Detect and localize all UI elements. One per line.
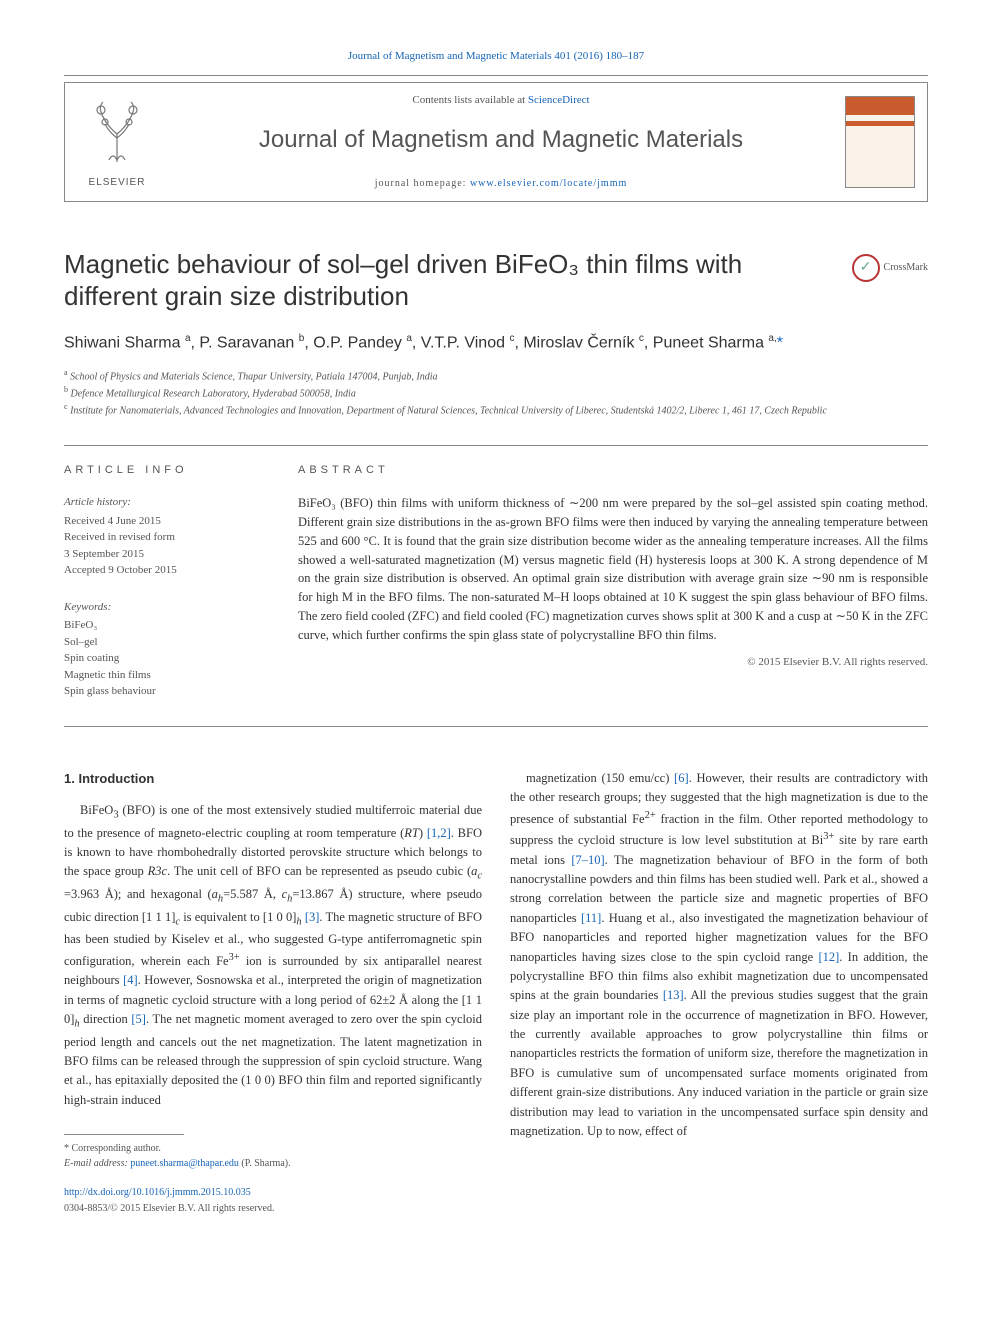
info-divider-top (64, 445, 928, 446)
affiliations: a School of Physics and Materials Scienc… (64, 367, 928, 419)
corr-email-link[interactable]: puneet.sharma@thapar.edu (130, 1158, 239, 1169)
affiliation-a: a School of Physics and Materials Scienc… (64, 367, 928, 384)
section-1-heading: 1. Introduction (64, 769, 482, 789)
abstract-text: BiFeO₃ (BFO) thin films with uniform thi… (298, 494, 928, 644)
affiliation-c: c Institute for Nanomaterials, Advanced … (64, 401, 928, 418)
corresponding-author-note: * Corresponding author. E-mail address: … (64, 1141, 482, 1171)
homepage-prefix: journal homepage: (375, 178, 470, 189)
keyword-3: Spin coating (64, 650, 262, 667)
journal-header: ELSEVIER Contents lists available at Sci… (64, 82, 928, 202)
affiliation-b: b Defence Metallurgical Research Laborat… (64, 384, 928, 401)
history-revised: Received in revised form (64, 529, 262, 546)
journal-cover-thumbnail (845, 96, 915, 188)
article-title: Magnetic behaviour of sol–gel driven BiF… (64, 248, 838, 313)
sciencedirect-link[interactable]: ScienceDirect (528, 94, 590, 106)
journal-homepage: journal homepage: www.elsevier.com/locat… (157, 176, 845, 191)
intro-paragraph-left: BiFeO3 (BFO) is one of the most extensiv… (64, 801, 482, 1110)
corr-author-label: * Corresponding author. (64, 1141, 482, 1156)
intro-paragraph-right: magnetization (150 emu/cc) [6]. However,… (510, 769, 928, 1141)
copyright-line: © 2015 Elsevier B.V. All rights reserved… (298, 654, 928, 671)
body-column-right: magnetization (150 emu/cc) [6]. However,… (510, 769, 928, 1216)
abstract-column: ABSTRACT BiFeO₃ (BFO) thin films with un… (298, 462, 928, 700)
contents-available: Contents lists available at ScienceDirec… (157, 92, 845, 109)
journal-name: Journal of Magnetism and Magnetic Materi… (157, 122, 845, 158)
elsevier-logo-text: ELSEVIER (89, 175, 146, 190)
homepage-link[interactable]: www.elsevier.com/locate/jmmm (470, 178, 627, 189)
footnote-rule (64, 1134, 184, 1135)
authors-line: Shiwani Sharma a, P. Saravanan b, O.P. P… (64, 331, 928, 355)
history-revised-date: 3 September 2015 (64, 546, 262, 563)
keyword-2: Sol–gel (64, 634, 262, 651)
doi-link[interactable]: http://dx.doi.org/10.1016/j.jmmm.2015.10… (64, 1187, 251, 1198)
article-info-column: ARTICLE INFO Article history: Received 4… (64, 462, 262, 700)
journal-reference: Journal of Magnetism and Magnetic Materi… (64, 48, 928, 65)
keyword-4: Magnetic thin films (64, 667, 262, 684)
email-label: E-mail address: (64, 1158, 130, 1169)
top-rule (64, 75, 928, 76)
crossmark-icon: ✓ (852, 254, 880, 282)
elsevier-tree-icon (87, 94, 147, 171)
contents-prefix: Contents lists available at (412, 94, 527, 106)
history-accepted: Accepted 9 October 2015 (64, 562, 262, 579)
crossmark-badge[interactable]: ✓ CrossMark (852, 254, 928, 282)
article-info-label: ARTICLE INFO (64, 462, 262, 479)
crossmark-label: CrossMark (884, 260, 928, 275)
abstract-label: ABSTRACT (298, 462, 928, 479)
email-suffix: (P. Sharma). (239, 1158, 291, 1169)
article-history-label: Article history: (64, 494, 262, 511)
elsevier-logo: ELSEVIER (77, 92, 157, 192)
keywords-label: Keywords: (64, 599, 262, 616)
info-divider-bottom (64, 726, 928, 727)
doi-block: http://dx.doi.org/10.1016/j.jmmm.2015.10… (64, 1185, 482, 1216)
body-column-left: 1. Introduction BiFeO3 (BFO) is one of t… (64, 769, 482, 1216)
keyword-1: BiFeO₃ (64, 617, 262, 634)
issn-line: 0304-8853/© 2015 Elsevier B.V. All right… (64, 1201, 482, 1217)
keyword-5: Spin glass behaviour (64, 683, 262, 700)
journal-reference-link[interactable]: Journal of Magnetism and Magnetic Materi… (348, 50, 644, 62)
history-received: Received 4 June 2015 (64, 513, 262, 530)
